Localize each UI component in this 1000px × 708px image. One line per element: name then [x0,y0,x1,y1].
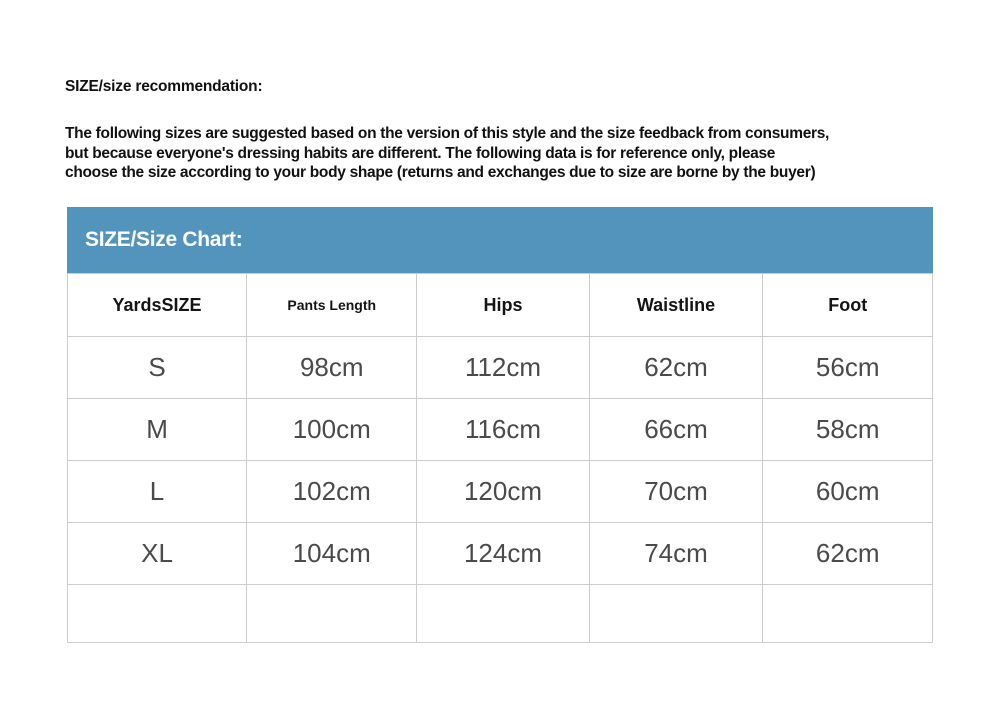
paragraph-line: choose the size according to your body s… [65,164,816,181]
table-row-l: L 102cm 120cm 70cm 60cm [66,460,933,523]
cell-waistline: 70cm [588,460,764,523]
size-chart-title-bar: SIZE/Size Chart: [67,207,933,273]
cell-pants-length: 98cm [246,336,418,399]
cell-empty [416,584,590,643]
cell-hips: 124cm [416,522,590,585]
table-row-empty [66,584,933,643]
size-recommendation-paragraph: The following sizes are suggested based … [65,124,945,183]
paragraph-line: but because everyone's dressing habits a… [65,144,776,162]
size-table: YardsSIZE Pants Length Hips Waistline Fo… [66,273,933,643]
cell-foot: 60cm [762,460,933,523]
cell-empty [66,584,248,643]
cell-foot: 58cm [762,398,933,461]
table-row-m: M 100cm 116cm 66cm 58cm [66,398,933,461]
cell-empty [588,584,764,643]
table-row-s: S 98cm 112cm 62cm 56cm [66,336,933,399]
cell-pants-length: 100cm [246,398,418,461]
cell-size: L [66,460,248,523]
column-header-size: YardsSIZE [66,273,248,337]
table-row-xl: XL 104cm 124cm 74cm 62cm [66,522,933,585]
size-chart-section: SIZE/Size Chart: YardsSIZE Pants Length … [66,207,933,643]
cell-hips: 120cm [416,460,590,523]
cell-pants-length: 102cm [246,460,418,523]
column-header-hips: Hips [416,273,590,337]
cell-waistline: 74cm [588,522,764,585]
cell-foot: 56cm [762,336,933,399]
cell-hips: 112cm [416,336,590,399]
column-header-pants-length: Pants Length [246,273,418,337]
column-header-foot: Foot [762,273,933,337]
cell-empty [762,584,933,643]
cell-empty [246,584,418,643]
cell-size: XL [66,522,248,585]
cell-pants-length: 104cm [246,522,418,585]
size-recommendation-heading: SIZE/size recommendation: [65,78,263,95]
cell-size: M [66,398,248,461]
table-header-row: YardsSIZE Pants Length Hips Waistline Fo… [66,273,933,337]
column-header-waistline: Waistline [588,273,764,337]
size-recommendation-section: SIZE/size recommendation: The following … [65,78,945,183]
cell-foot: 62cm [762,522,933,585]
paragraph-line: The following sizes are suggested based … [65,125,830,142]
cell-hips: 116cm [416,398,590,461]
size-chart-title: SIZE/Size Chart: [85,228,243,251]
cell-size: S [66,336,248,399]
cell-waistline: 66cm [588,398,764,461]
cell-waistline: 62cm [588,336,764,399]
